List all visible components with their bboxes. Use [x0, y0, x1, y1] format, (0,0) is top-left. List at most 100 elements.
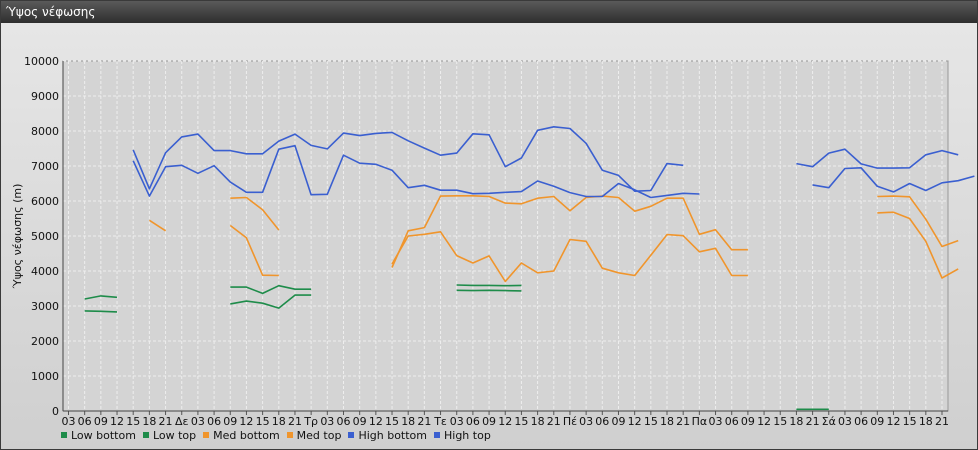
series-line-segment	[230, 196, 280, 231]
series-line-segment	[230, 294, 312, 309]
x-tick-label: 21	[547, 415, 561, 428]
legend-item: High top	[434, 429, 491, 442]
x-tick-label: 21	[935, 415, 949, 428]
x-tick-label: 18	[272, 415, 286, 428]
y-axis-label: Ύψος νέφωσης (m)	[11, 184, 24, 290]
x-tick-label: 12	[628, 415, 642, 428]
window-title: Ύψος νέφωσης	[1, 1, 977, 23]
chart-legend: Low bottom Low top Med bottom Med top High b…	[61, 427, 498, 443]
y-tick-label: 6000	[31, 195, 59, 208]
series-med-bottom	[229, 211, 959, 283]
series-line-segment	[132, 144, 700, 199]
x-tick-label: 03	[838, 415, 852, 428]
x-tick-label: Τε	[433, 415, 447, 428]
x-tick-label: Πέ	[563, 415, 577, 428]
legend-label: Low top	[152, 428, 197, 442]
series-line-segment	[877, 195, 959, 248]
x-tick-label: 21	[676, 415, 690, 428]
legend-label: Med top	[296, 428, 342, 442]
x-tick-label: 15	[514, 415, 528, 428]
x-tick-label: 18	[401, 415, 415, 428]
x-tick-label: 03	[320, 415, 334, 428]
series-high-bottom	[132, 144, 975, 199]
y-tick-label: 1000	[31, 370, 59, 383]
legend-item: Med top	[286, 428, 342, 442]
x-tick-label: Σά	[822, 415, 836, 428]
x-tick-label: 03	[709, 415, 723, 428]
x-tick-label: Δε	[175, 415, 189, 428]
legend-swatch	[434, 432, 440, 438]
series-line-segment	[877, 211, 959, 279]
x-tick-label: 06	[466, 415, 480, 428]
x-tick-label: 06	[78, 415, 92, 428]
series-line-segment	[132, 126, 684, 192]
legend-label: High top	[444, 428, 491, 442]
series-line-segment	[456, 289, 522, 292]
series-low-bottom	[84, 289, 522, 313]
x-tick-label: 21	[288, 415, 302, 428]
x-tick-label: 12	[239, 415, 253, 428]
x-tick-label: 12	[369, 415, 383, 428]
legend-label: High bottom	[358, 428, 427, 442]
x-tick-label: 18	[660, 415, 674, 428]
x-tick-label: 15	[903, 415, 917, 428]
legend-item: Low top	[142, 428, 197, 442]
x-tick-label: 15	[126, 415, 140, 428]
y-tick-label: 9000	[31, 90, 59, 103]
x-tick-label: 09	[223, 415, 237, 428]
x-tick-label: 18	[531, 415, 545, 428]
x-tick-label: 06	[854, 415, 868, 428]
legend-label: Low bottom	[71, 428, 136, 442]
series-line-segment	[812, 167, 975, 193]
x-tick-label: 09	[353, 415, 367, 428]
series-line-segment	[148, 219, 167, 232]
chart-area: 0 1000 2000 3000 4000 5000 6000 7000 8000 9000 100…	[1, 23, 977, 449]
x-tick-label: 18	[919, 415, 933, 428]
series-line-segment	[391, 231, 748, 283]
x-tick-label: 09	[870, 415, 884, 428]
x-tick-label: 18	[142, 415, 156, 428]
series-high-top	[132, 126, 959, 192]
legend-swatch	[61, 432, 67, 438]
cloud-height-chart: 0 1000 2000 3000 4000 5000 6000 7000 8000 9000 100…	[11, 55, 975, 428]
x-tick-label: Πα	[692, 415, 708, 428]
x-tick-label: 21	[417, 415, 431, 428]
x-tick-label: 12	[757, 415, 771, 428]
legend-label: Med bottom	[213, 428, 280, 442]
y-tick-label: 2000	[31, 335, 59, 348]
x-tick-label: Τρ	[303, 415, 318, 428]
y-tick-label: 4000	[31, 265, 59, 278]
x-tick-label: 03	[191, 415, 205, 428]
series-line-segment	[456, 284, 522, 287]
x-tick-label: 12	[886, 415, 900, 428]
x-tick-label: 03	[579, 415, 593, 428]
series-line-segment	[84, 295, 118, 300]
x-tick-label: 03	[450, 415, 464, 428]
series-low-top	[84, 284, 829, 411]
legend-swatch	[286, 432, 293, 438]
series-line-segment	[391, 195, 748, 268]
y-tick-label: 8000	[31, 125, 59, 138]
series-line-segment	[229, 224, 279, 277]
x-tick-label: 06	[595, 415, 609, 428]
x-tick-label: 09	[94, 415, 108, 428]
x-tick-label: 18	[789, 415, 803, 428]
y-tick-label: 3000	[31, 300, 59, 313]
legend-item: High bottom	[348, 429, 427, 442]
x-tick-label: 12	[498, 415, 512, 428]
legend-item: Med bottom	[203, 429, 280, 442]
x-tick-label: 15	[385, 415, 399, 428]
series-line-segment	[230, 284, 312, 295]
legend-swatch	[203, 432, 210, 438]
x-tick-label: 21	[806, 415, 820, 428]
x-tick-label: 21	[159, 415, 173, 428]
x-tick-label: 06	[336, 415, 350, 428]
legend-swatch	[348, 432, 355, 438]
series-line-segment	[84, 310, 118, 313]
x-tick-label: 03	[62, 415, 76, 428]
legend-swatch	[142, 432, 149, 438]
x-tick-label: 09	[482, 415, 496, 428]
series-med-top	[148, 195, 959, 268]
legend-item: Low bottom	[61, 429, 136, 442]
